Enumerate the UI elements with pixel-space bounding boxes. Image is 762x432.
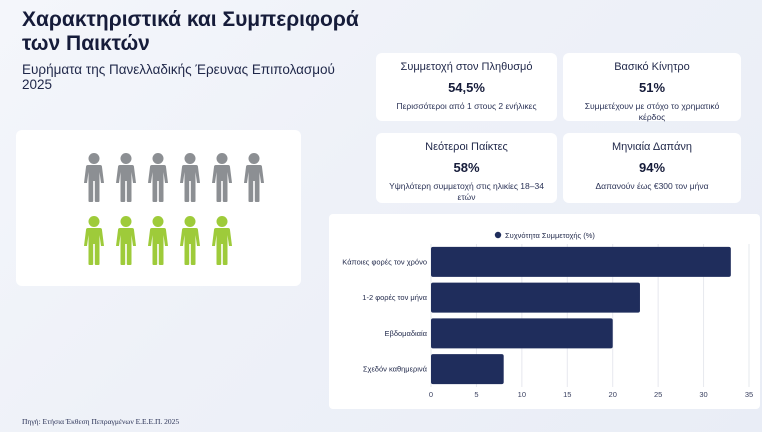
category-label: Κάποιες φορές τον χρόνο [342, 257, 427, 266]
x-tick-label: 35 [745, 390, 753, 399]
stat-card-motivation: Βασικό Κίνητρο 51% Συμμετέχουν με στόχο … [563, 53, 741, 122]
frequency-bar-chart: 0 5 10 15 20 25 30 35 Συχνότητα Συμμετοχής (%) Κά… [342, 231, 753, 399]
bar [431, 318, 613, 349]
stat-description: Δαπανούν έως €300 τον μήνα [595, 181, 709, 191]
stat-card-participation: Συμμετοχή στον Πληθυσμό 54,5% Περισσότερ… [376, 53, 557, 121]
x-tick-label: 5 [474, 390, 478, 399]
page-title: Χαρακτηριστικά και Συμπεριφορά των Παικτ… [22, 8, 359, 55]
legend-marker [494, 231, 502, 239]
stat-value: 58% [453, 160, 480, 175]
person-highlighted-icon [116, 216, 136, 265]
person-highlighted-icon [212, 216, 232, 265]
stat-title: Βασικό Κίνητρο [614, 61, 690, 73]
people-graphic [84, 153, 264, 265]
category-label: 1-2 φορές τον μήνα [362, 293, 427, 302]
bar [431, 246, 731, 277]
bar [431, 282, 640, 313]
stat-value: 54,5% [448, 80, 485, 95]
x-tick-label: 20 [609, 390, 617, 399]
person-icon [212, 153, 232, 202]
stat-description: Περισσότεροι από 1 στους 2 ενήλικες [396, 101, 537, 111]
page-subtitle: Ευρήματα της Πανελλαδικής Έρευνας Επιπολ… [22, 62, 335, 92]
stat-card-monthly-spend: Μηνιαία Δαπάνη 94% Δαπανούν έως €300 τον… [563, 133, 741, 203]
person-highlighted-icon [180, 216, 200, 265]
source-footnote: Πηγή: Ετήσια Έκθεση Πεπραγμένων Ε.Ε.Ε.Π.… [22, 417, 180, 426]
stat-title: Συμμετοχή στον Πληθυσμό [400, 61, 533, 73]
category-label: Σχεδόν καθημερινά [363, 365, 428, 374]
person-highlighted-icon [148, 216, 168, 265]
person-icon [180, 153, 200, 202]
person-icon [148, 153, 168, 202]
x-tick-label: 0 [429, 390, 433, 399]
category-label: Εβδομαδιαία [385, 329, 428, 338]
stat-value: 94% [638, 160, 666, 175]
legend-label: Συχνότητα Συμμετοχής (%) [505, 231, 595, 240]
stat-title: Μηνιαία Δαπάνη [612, 141, 692, 153]
x-tick-label: 10 [518, 390, 526, 399]
stat-value: 51% [638, 80, 666, 95]
stat-description: Συμμετέχουν με στόχο το χρηματικό κέρδος [584, 101, 720, 122]
people-graphic-card [16, 130, 301, 286]
person-icon [84, 153, 104, 202]
stat-title: Νεότεροι Παίκτες [425, 141, 508, 153]
person-highlighted-icon [84, 216, 104, 265]
x-tick-label: 15 [563, 390, 571, 399]
stat-description: Υψηλότερη συμμετοχή στις ηλικίες 18–34 ε… [389, 181, 544, 202]
x-tick-label: 30 [699, 390, 707, 399]
stat-card-young-players: Νεότεροι Παίκτες 58% Υψηλότερη συμμετοχή… [376, 133, 557, 203]
person-icon [116, 153, 136, 202]
frequency-chart-card: 0 5 10 15 20 25 30 35 Συχνότητα Συμμετοχής (%) Κά… [329, 214, 760, 409]
person-icon [244, 153, 264, 202]
x-tick-label: 25 [654, 390, 662, 399]
bar [431, 354, 504, 385]
